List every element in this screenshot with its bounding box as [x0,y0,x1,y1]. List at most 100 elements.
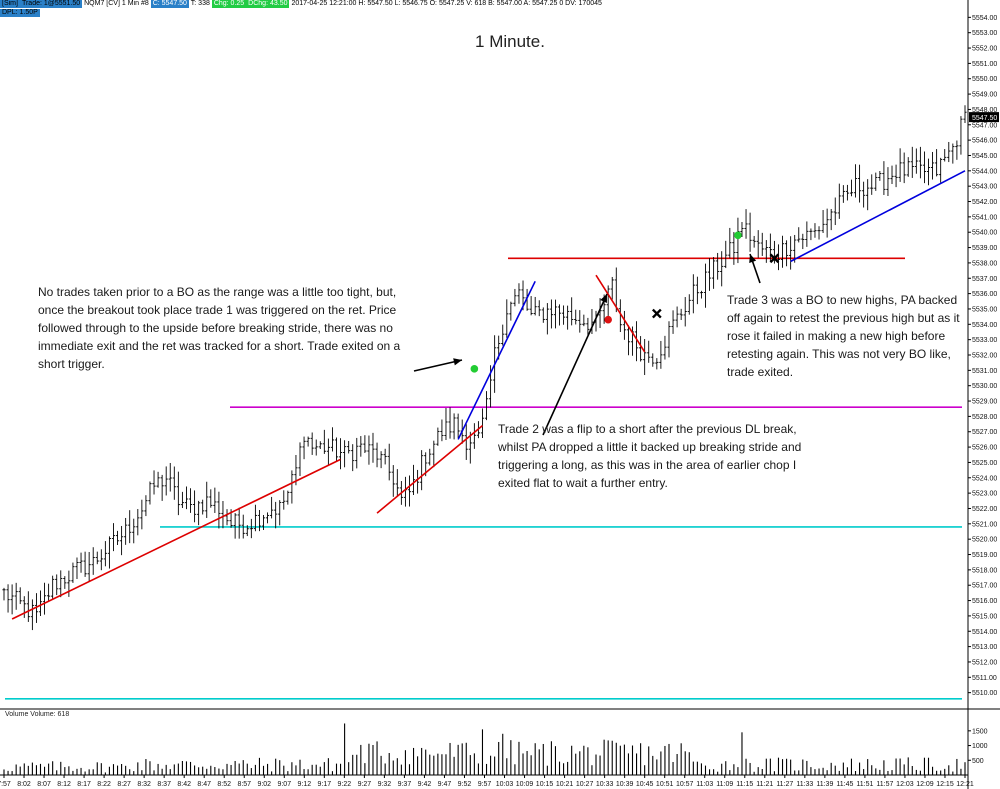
volume-tick-label: 500 [972,758,984,765]
price-tick-label: 5515.00 [972,613,997,620]
price-tick-label: 5528.00 [972,414,997,421]
long-entry-marker [734,231,742,240]
dpl-label: DPL: 1.50P [0,9,40,17]
time-tick-label: 9:47 [438,781,452,788]
arrow-trade-2 [542,293,608,436]
price-tick-label: 5529.00 [972,399,997,406]
time-tick-label: 10:27 [576,781,594,788]
red-trendline [595,274,646,353]
time-tick-label: 7:57 [0,781,11,788]
price-tick-label: 5521.00 [972,521,997,528]
price-tick-label: 5535.00 [972,306,997,313]
time-tick-label: 8:47 [197,781,211,788]
price-tick-label: 5536.00 [972,291,997,298]
price-tick-label: 5549.00 [972,92,997,99]
time-tick-label: 9:52 [458,781,472,788]
time-tick-label: 11:51 [856,781,873,788]
ohlc-info: 2017-04-25 12:21:00 H: 5547.50 L: 5546.7… [291,0,602,7]
price-tick-label: 5511.00 [972,675,997,682]
price-tick-label: 5524.00 [972,475,997,482]
last-price-box [969,112,999,123]
price-tick-label: 5546.00 [972,138,997,145]
price-tick-label: 5544.00 [972,168,997,175]
annotation-trade-3: Trade 3 was a BO to new highs, PA backed… [727,293,960,379]
time-tick-label: 8:52 [217,781,231,788]
time-tick-label: 9:02 [257,781,271,788]
time-tick-label: 10:03 [496,781,514,788]
volume-tick-label: 1500 [972,728,988,735]
trade-tag: Trade: 1@5551.50 [19,0,83,8]
price-tick-label: 5552.00 [972,46,997,53]
time-tick-label: 11:09 [716,781,733,788]
time-tick-label: 8:22 [97,781,111,788]
time-tick-label: 9:42 [418,781,432,788]
chart-header: [Sim] Trade: 1@5551.50 NQM7 [CV] 1 Min #8… [0,0,602,8]
time-tick-label: 11:33 [796,781,813,788]
blue-trendline [790,170,966,263]
exit-marker [651,308,662,319]
time-tick-label: 8:17 [77,781,91,788]
instrument-label: NQM7 [CV] [84,0,120,7]
price-tick-label: 5553.00 [972,30,997,37]
time-tick-label: 8:32 [137,781,151,788]
price-tick-label: 5525.00 [972,460,997,467]
time-tick-label: 8:07 [37,781,51,788]
time-tick-label: 8:27 [117,781,131,788]
price-tick-label: 5520.00 [972,537,997,544]
arrow-trade-1-head [453,358,462,366]
price-tick-label: 5545.00 [972,153,997,160]
time-tick-label: 12:21 [956,781,974,788]
price-tick-label: 5548.00 [972,107,997,114]
price-tick-label: 5512.00 [972,659,997,666]
price-tick-label: 5517.00 [972,583,997,590]
time-tick-label: 11:39 [816,781,833,788]
price-tick-label: 5542.00 [972,199,997,206]
time-tick-label: 9:12 [298,781,312,788]
time-tick-label: 8:02 [17,781,31,788]
price-tick-label: 5532.00 [972,353,997,360]
time-tick-label: 9:37 [398,781,412,788]
volume-panel-label: Volume Volume: 618 [5,711,70,718]
chart-title: 1 Minute. [475,32,545,51]
price-tick-label: 5526.00 [972,445,997,452]
time-tick-label: 11:03 [696,781,713,788]
arrow-trade-2-head [600,294,607,303]
price-tick-label: 5551.00 [972,61,997,68]
price-tick-label: 5537.00 [972,276,997,283]
dpl-tag: DPL: 1.50P [0,9,40,17]
dchg-tag: DChg: 43.50 [246,0,290,8]
trades-tag: T: 338 [190,0,210,7]
blue-trendline [457,280,536,440]
chg-tag: Chg: 0.25 [211,0,247,8]
short-entry-marker [604,315,612,324]
time-tick-label: 10:51 [656,781,674,788]
time-tick-label: 10:15 [536,781,554,788]
time-tick-label: 12:09 [916,781,934,788]
volume-tick-label: 1000 [972,743,988,750]
price-tick-label: 5510.00 [972,690,997,697]
time-tick-label: 10:21 [556,781,574,788]
price-tick-label: 5541.00 [972,214,997,221]
time-tick-label: 12:15 [936,781,954,788]
long-entry-marker [470,365,479,373]
price-tick-label: 5531.00 [972,368,997,375]
price-tick-label: 5550.00 [972,76,997,83]
time-tick-label: 9:22 [338,781,352,788]
time-tick-label: 10:33 [596,781,614,788]
red-trendline [11,458,341,620]
time-tick-label: 8:12 [57,781,71,788]
price-tick-label: 5540.00 [972,230,997,237]
period-label: 1 Min [121,0,139,7]
annotation-trade-1: No trades taken prior to a BO as the ran… [38,285,401,371]
price-tick-label: 5514.00 [972,629,997,636]
bars-tag: #8 [140,0,149,7]
price-tick-label: 5523.00 [972,491,997,498]
price-tick-label: 5513.00 [972,644,997,651]
time-tick-label: 10:45 [636,781,654,788]
price-tick-label: 5519.00 [972,552,997,559]
time-tick-label: 11:45 [836,781,853,788]
time-tick-label: 9:17 [318,781,332,788]
price-tick-label: 5533.00 [972,337,997,344]
price-tick-label: 5547.00 [972,122,997,129]
